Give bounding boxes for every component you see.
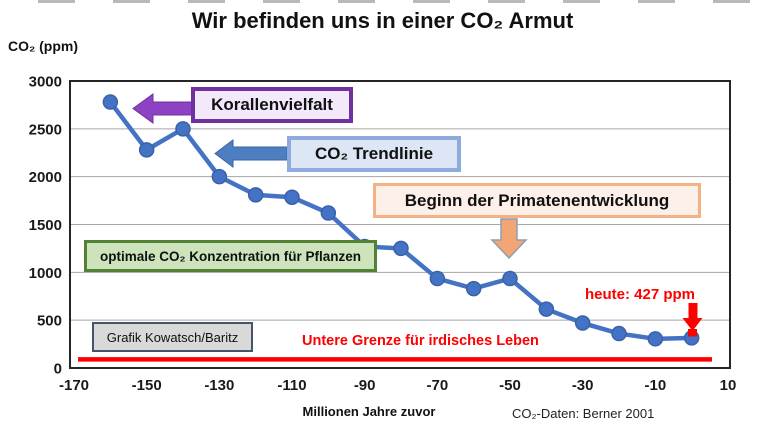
- heute-arrow-icon: [688, 303, 698, 318]
- annotation-optimale-konzentration-label: optimale CO₂ Konzentration für Pflanzen: [99, 248, 361, 264]
- y-tick-label: 1500: [29, 217, 62, 234]
- korallenvielfalt-arrow-icon: [132, 93, 197, 124]
- data-point: [502, 270, 518, 287]
- annotation-korallenvielfalt: Korallenvielfalt: [191, 87, 353, 123]
- x-tick-label: -90: [354, 377, 376, 394]
- credit-box: Grafik Kowatsch/Baritz: [92, 322, 253, 352]
- data-point: [647, 331, 664, 347]
- x-tick-label: -150: [132, 377, 162, 394]
- plot-border: [69, 80, 731, 369]
- data-point: [465, 280, 482, 297]
- annotation-primatenentwicklung-label: Beginn der Primatenentwicklung: [404, 190, 670, 210]
- x-tick-label: -70: [426, 377, 448, 394]
- chart-title: Wir befinden uns in einer CO₂ Armut: [191, 8, 574, 33]
- annotation-korallenvielfalt-label: Korallenvielfalt: [211, 95, 333, 114]
- annotation-primatenentwicklung: Beginn der Primatenentwicklung: [373, 183, 701, 218]
- x-tick-label: -130: [204, 377, 234, 394]
- x-tick-label: -170: [59, 377, 89, 394]
- y-axis-title: CO₂ (ppm): [8, 38, 78, 54]
- data-point: [429, 270, 446, 287]
- data-point: [320, 205, 337, 221]
- heute-marker-icon: [688, 329, 697, 337]
- data-point: [611, 325, 627, 342]
- y-tick-label: 1000: [29, 265, 62, 282]
- annotation-trendlinie: CO₂ Trendlinie: [287, 136, 461, 172]
- data-point: [393, 240, 409, 257]
- annotation-optimale-konzentration: optimale CO₂ Konzentration für Pflanzen: [84, 240, 377, 272]
- annotation-trendlinie-label: CO₂ Trendlinie: [314, 144, 434, 163]
- data-point: [211, 168, 228, 185]
- y-tick-label: 0: [54, 361, 62, 378]
- trendlinie-arrow-icon: [214, 139, 288, 168]
- x-tick-label: -50: [499, 377, 521, 394]
- data-point: [175, 121, 191, 137]
- x-tick-label: -10: [644, 377, 666, 394]
- data-point: [138, 142, 155, 158]
- data-point: [574, 315, 591, 331]
- data-point: [247, 187, 264, 203]
- data-point: [538, 301, 555, 317]
- y-tick-label: 3000: [29, 74, 62, 91]
- y-tick-label: 2000: [29, 169, 62, 186]
- data-point: [284, 189, 300, 205]
- primaten-arrow-icon: [490, 218, 528, 260]
- x-axis-title: Millionen Jahre zuvor: [302, 404, 436, 419]
- x-tick-label: -110: [277, 377, 306, 394]
- credit-box-label: Grafik Kowatsch/Baritz: [106, 329, 239, 345]
- data-source-label: CO₂-Daten: Berner 2001: [512, 406, 655, 421]
- lower-bound-label: Untere Grenze für irdisches Leben: [302, 333, 539, 349]
- x-tick-label: -30: [572, 377, 594, 394]
- data-point: [102, 94, 119, 110]
- heute-arrowhead-icon: [682, 318, 703, 331]
- y-tick-label: 2500: [29, 121, 62, 138]
- today-value-label: heute: 427 ppm: [585, 286, 696, 303]
- cropped-top-edge-dashes: [0, 0, 765, 3]
- y-tick-label: 500: [37, 313, 62, 330]
- x-tick-label: 10: [720, 377, 737, 394]
